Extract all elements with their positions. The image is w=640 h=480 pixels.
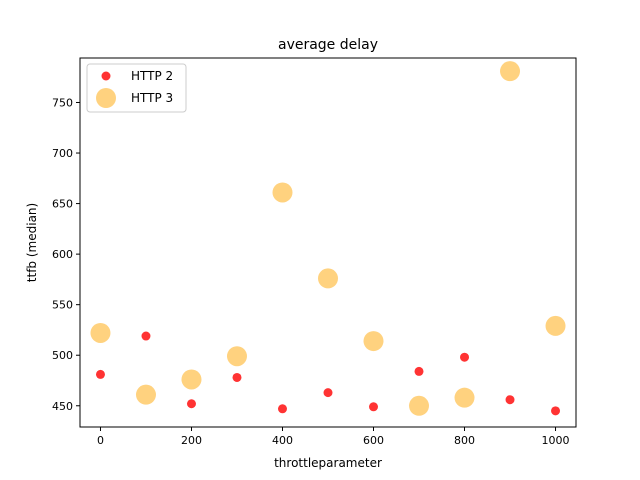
legend-marker (101, 71, 111, 81)
data-point (551, 406, 561, 416)
x-tick-label: 1000 (542, 434, 570, 447)
x-tick-label: 200 (181, 434, 202, 447)
data-point (414, 366, 424, 376)
data-point (277, 404, 287, 414)
data-point (181, 369, 202, 390)
series-http3 (90, 61, 566, 416)
data-point (363, 331, 384, 352)
y-tick-label: 600 (52, 248, 73, 261)
data-point (226, 346, 247, 367)
y-axis-label: ttfb (median) (25, 203, 39, 282)
chart-title: average delay (278, 37, 378, 53)
data-point (272, 182, 293, 203)
series-http2 (95, 331, 561, 416)
data-point (505, 395, 515, 405)
y-tick-label: 700 (52, 147, 73, 160)
y-tick-label: 750 (52, 96, 73, 109)
data-point (323, 388, 333, 398)
data-point (232, 372, 242, 382)
x-tick-label: 0 (97, 434, 104, 447)
y-tick-label: 450 (52, 400, 73, 413)
plot-area: 0 200 400 600 800 1000 450 500 550 600 650 700 750 (52, 61, 570, 447)
legend-label: HTTP 3 (131, 91, 173, 105)
data-point (318, 268, 338, 289)
data-point (460, 352, 470, 362)
y-tick-label: 650 (52, 198, 73, 211)
x-tick-label: 400 (272, 434, 293, 447)
y-tick-label: 550 (52, 299, 73, 312)
data-point (141, 331, 151, 341)
data-point (90, 322, 111, 343)
data-point (186, 399, 196, 409)
data-point (500, 61, 521, 82)
axes-frame (79, 57, 577, 428)
data-point (369, 402, 379, 412)
data-point (135, 384, 156, 405)
data-point (454, 387, 475, 408)
data-point (409, 395, 430, 416)
data-point (95, 369, 105, 379)
legend-marker (96, 88, 116, 108)
x-tick-label: 600 (363, 434, 384, 447)
legend: HTTP 2 HTTP 3 (86, 63, 187, 113)
legend-label: HTTP 2 (131, 69, 173, 83)
x-tick-label: 800 (454, 434, 475, 447)
data-point (545, 315, 566, 336)
y-tick-label: 500 (52, 349, 73, 362)
x-axis-label: throttleparameter (274, 456, 382, 470)
